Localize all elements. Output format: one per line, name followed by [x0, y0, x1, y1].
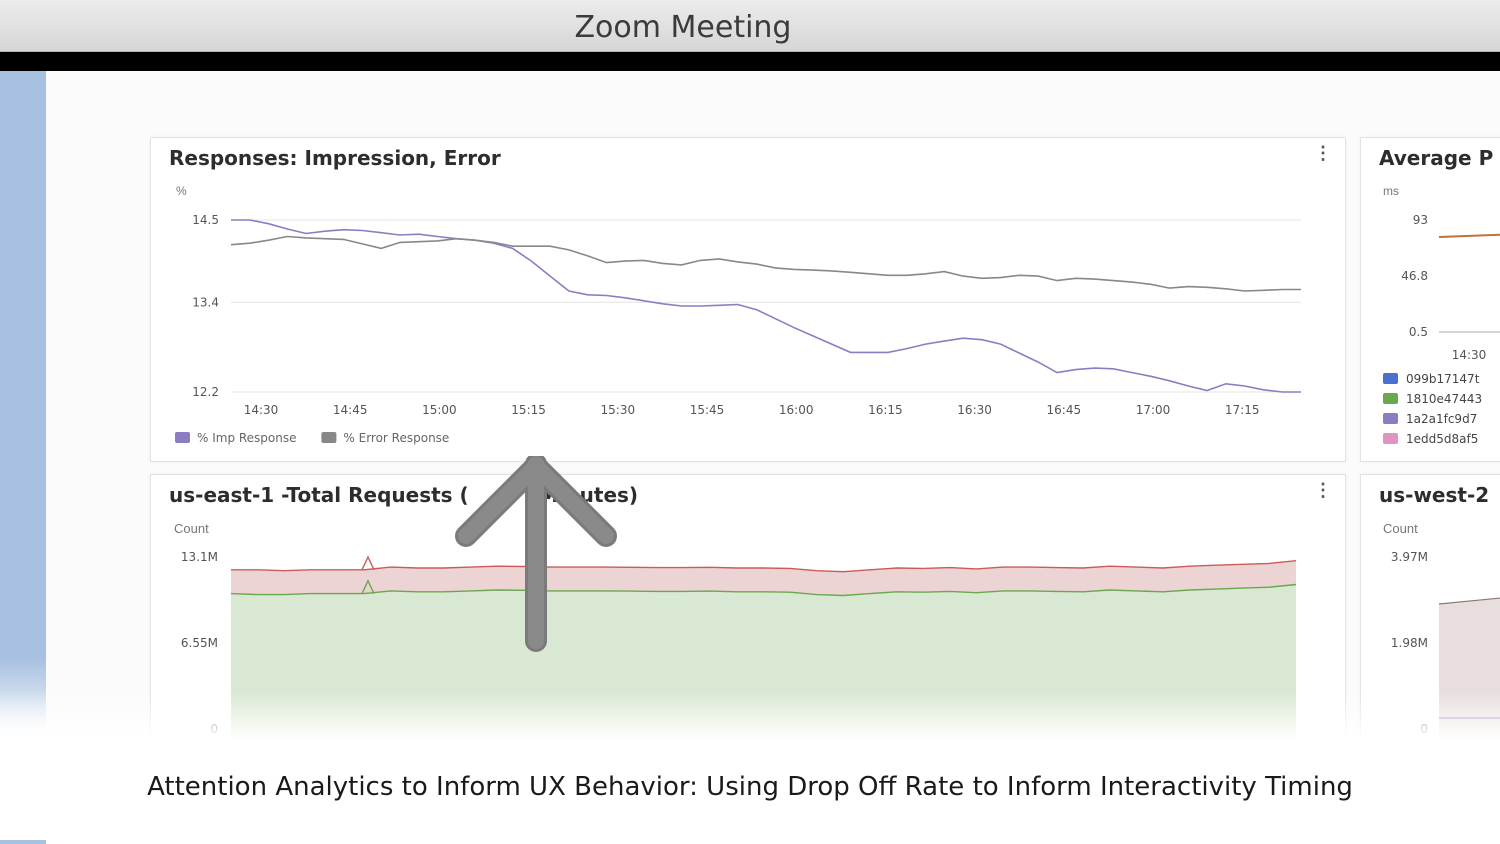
x-tick-label: 14:45: [333, 403, 368, 417]
window-titlebar[interactable]: Zoom Meeting: [0, 0, 1500, 52]
left-sidebar-strip: [0, 71, 46, 740]
arrow-up-icon: [455, 456, 617, 652]
series-line: [230, 235, 1301, 292]
y-unit-label: %: [176, 184, 187, 198]
x-tick-label: 15:30: [601, 403, 636, 417]
series-line: [361, 555, 375, 571]
window-title: Zoom Meeting: [574, 10, 792, 45]
us-west-2-chart: 3.97M 1.98M 0: [1391, 550, 1500, 740]
y-tick-label: 93: [1413, 213, 1428, 227]
y-tick-label: 1.98M: [1391, 636, 1428, 650]
x-tick-label: 17:00: [1136, 403, 1171, 417]
window-divider: [0, 52, 1500, 71]
y-tick-label: 14.5: [192, 213, 219, 227]
y-unit-label: Count: [1383, 521, 1418, 536]
x-tick-label: 15:15: [511, 403, 546, 417]
panel-title: us-west-2: [1379, 483, 1490, 507]
shared-screen: Responses: Impression, Error ⋮ % 14.5 13.…: [0, 71, 1500, 740]
legend-swatch: [321, 432, 337, 443]
y-unit-label: Count: [174, 521, 209, 536]
vertical-dots-icon[interactable]: ⋮: [1314, 480, 1332, 500]
legend-label: % Imp Response: [197, 431, 297, 445]
legend-swatch: [1383, 413, 1398, 424]
vertical-dots-icon[interactable]: ⋮: [1314, 143, 1332, 163]
x-tick-label: 14:30: [244, 403, 279, 417]
x-tick-label: 17:15: [1225, 403, 1260, 417]
series-line: [361, 579, 375, 594]
series-line: [230, 583, 1297, 597]
area-series: [231, 584, 1296, 740]
y-tick-label: 6.55M: [181, 636, 218, 650]
legend-label: 1810e47443: [1406, 392, 1482, 406]
us-west-2-panel: us-west-2 Count 3.97M 1.98M 0: [1360, 474, 1500, 740]
series-line: [231, 219, 1301, 393]
panel-title: Average P: [1379, 146, 1494, 170]
responses-chart: 14.5 13.4 12.2 14:30 14:45 15:00 15:15 15:30 15:…: [175, 213, 1301, 445]
x-tick-label: 14:30: [1452, 348, 1487, 362]
x-tick-label: 16:15: [868, 403, 903, 417]
panel-title-start: us-east-1 -Total Requests (: [169, 483, 469, 507]
series-line: [1438, 597, 1500, 605]
x-tick-label: 16:30: [957, 403, 992, 417]
legend-swatch: [1383, 433, 1398, 444]
x-tick-label: 15:00: [422, 403, 457, 417]
y-unit-label: ms: [1383, 184, 1399, 198]
legend-swatch: [1383, 393, 1398, 404]
y-tick-label: 13.1M: [181, 550, 218, 564]
panel-title: us-east-1 -Total Requests (Minutes): [169, 483, 638, 507]
y-tick-label: 46.8: [1401, 269, 1428, 283]
y-tick-label: 3.97M: [1391, 550, 1428, 564]
legend-label: 1a2a1fc9d7: [1406, 412, 1477, 426]
x-tick-label: 16:45: [1047, 403, 1082, 417]
y-tick-label: 0: [1420, 722, 1428, 736]
us-east-1-panel: us-east-1 -Total Requests (Minutes) ⋮ Co…: [150, 474, 1346, 740]
y-tick-label: 0: [210, 722, 218, 736]
average-panel: Average P ms 93 46.8 0.5 14:30 099b17147t 181…: [1360, 137, 1500, 462]
legend-label: % Error Response: [343, 431, 449, 445]
legend-label: 1edd5d8af5: [1406, 432, 1478, 446]
responses-panel: Responses: Impression, Error ⋮ % 14.5 13.…: [150, 137, 1346, 462]
series-line: [1438, 233, 1500, 238]
area-series: [231, 560, 1296, 596]
legend-label: 099b17147t: [1406, 372, 1480, 386]
x-tick-label: 16:00: [779, 403, 814, 417]
bottom-marker: [0, 840, 46, 844]
y-tick-label: 12.2: [192, 385, 219, 399]
legend-swatch: [175, 432, 190, 443]
us-east-1-chart: 13.1M 6.55M 0: [181, 550, 1297, 740]
average-chart: 93 46.8 0.5 14:30 099b17147t 1810e47443 1a2a1f…: [1383, 213, 1500, 446]
y-tick-label: 13.4: [192, 295, 219, 309]
x-tick-label: 15:45: [690, 403, 725, 417]
legend-swatch: [1383, 373, 1398, 384]
y-tick-label: 0.5: [1409, 325, 1428, 339]
series-line: [231, 560, 1297, 573]
panel-title: Responses: Impression, Error: [169, 146, 501, 170]
video-caption: Attention Analytics to Inform UX Behavio…: [147, 772, 1353, 802]
